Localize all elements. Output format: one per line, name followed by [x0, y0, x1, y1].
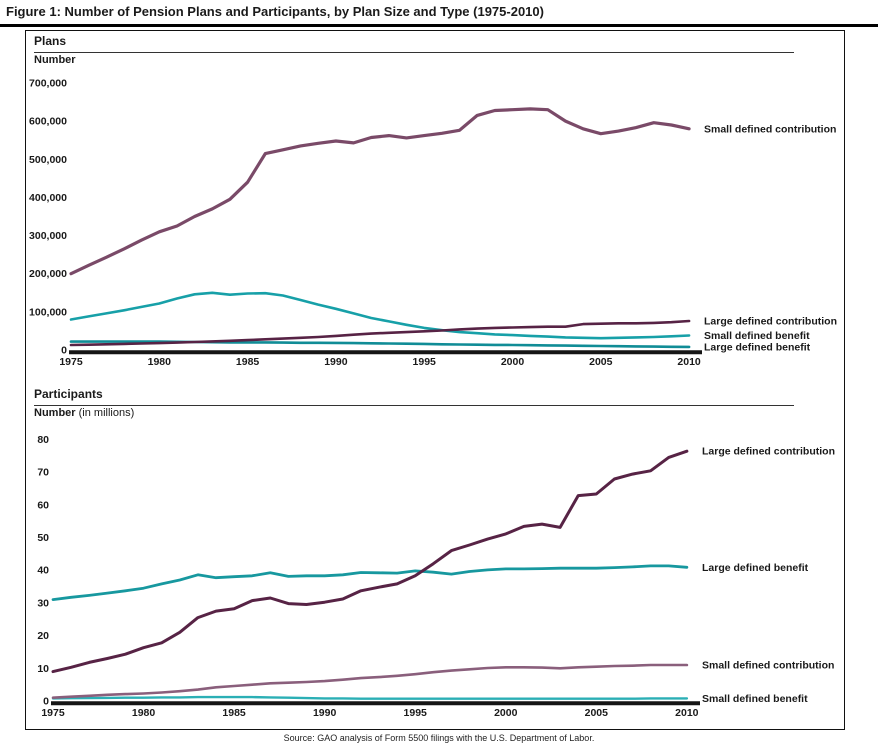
y-tick-label-participants: 30	[37, 597, 49, 609]
series-end-label-small-defined-contribution: Small defined contribution	[702, 660, 834, 672]
series-end-label-large-defined-benefit: Large defined benefit	[702, 562, 809, 574]
y-tick-label-plans: 700,000	[29, 78, 67, 90]
y-tick-label-plans: 0	[61, 345, 67, 357]
plans-y-axis-title: Number	[34, 54, 76, 66]
series-end-label-large-defined-contribution: Large defined contribution	[702, 446, 835, 458]
series-line-large-defined-contribution	[69, 319, 691, 347]
y-tick-label-plans: 300,000	[29, 230, 67, 242]
x-tick-label-plans: 1995	[413, 356, 437, 368]
series-line-small-defined-contribution	[69, 107, 691, 276]
figure-frame: Plans Number 0 100,000 200,000 300,000 400,0…	[25, 30, 845, 730]
y-tick-label-participants: 80	[37, 434, 49, 446]
figure-title: Figure 1: Number of Pension Plans and Pa…	[0, 2, 878, 27]
x-tick-label-participants: 2000	[494, 707, 518, 719]
x-tick-label-participants: 1990	[313, 707, 337, 719]
series-line-small-defined-benefit	[51, 695, 689, 700]
x-tick-label-plans: 2005	[589, 356, 613, 368]
series-end-label-large-defined-contribution: Large defined contribution	[704, 316, 837, 328]
series-line-large-defined-benefit	[51, 564, 689, 602]
y-tick-label-plans: 200,000	[29, 268, 67, 280]
plans-line-chart: 0 100,000 200,000 300,000 400,000 500,000 600,…	[29, 78, 837, 369]
series-end-label-large-defined-benefit: Large defined benefit	[704, 341, 811, 353]
x-tick-label-participants: 1980	[132, 707, 156, 719]
y-tick-label-participants: 70	[37, 467, 49, 479]
section-header-participants: Participants	[34, 387, 794, 406]
x-tick-label-participants: 1985	[222, 707, 246, 719]
participants-y-axis-title-suffix: (in millions)	[75, 407, 135, 419]
x-tick-label-plans: 1985	[236, 356, 260, 368]
y-tick-label-plans: 600,000	[29, 116, 67, 128]
y-tick-label-participants: 60	[37, 499, 49, 511]
x-tick-label-plans: 2000	[501, 356, 525, 368]
participants-line-chart: 0 10 20 30 40 50 60 70 80 1975 1980 1985 1990 1995 200…	[37, 434, 835, 719]
y-tick-label-plans: 100,000	[29, 306, 67, 318]
participants-y-axis-title-text: Number	[34, 407, 76, 419]
x-tick-label-participants: 2010	[675, 707, 699, 719]
series-line-small-defined-contribution	[51, 663, 689, 700]
y-tick-label-participants: 40	[37, 565, 49, 577]
x-tick-label-plans: 2010	[677, 356, 701, 368]
x-tick-label-plans: 1975	[59, 356, 83, 368]
series-line-small-defined-benefit	[69, 291, 691, 340]
participants-y-axis-title: Number (in millions)	[34, 407, 134, 419]
series-end-label-small-defined-benefit: Small defined benefit	[704, 330, 810, 342]
x-tick-label-participants: 2005	[585, 707, 609, 719]
source-note: Source: GAO analysis of Form 5500 filing…	[283, 733, 595, 743]
y-tick-label-participants: 20	[37, 630, 49, 642]
series-end-label-small-defined-contribution: Small defined contribution	[704, 123, 836, 135]
x-tick-label-plans: 1990	[324, 356, 348, 368]
x-tick-label-plans: 1980	[148, 356, 172, 368]
x-tick-label-participants: 1995	[404, 707, 428, 719]
section-header-plans: Plans	[34, 34, 794, 53]
x-tick-label-participants: 1975	[41, 707, 65, 719]
series-end-label-small-defined-benefit: Small defined benefit	[702, 693, 808, 705]
series-line-large-defined-contribution	[51, 449, 689, 674]
y-tick-label-plans: 500,000	[29, 154, 67, 166]
plans-y-axis-title-text: Number	[34, 54, 76, 66]
y-tick-label-participants: 50	[37, 532, 49, 544]
y-tick-label-plans: 400,000	[29, 192, 67, 204]
y-tick-label-participants: 10	[37, 663, 49, 675]
y-tick-label-participants: 0	[43, 696, 49, 708]
